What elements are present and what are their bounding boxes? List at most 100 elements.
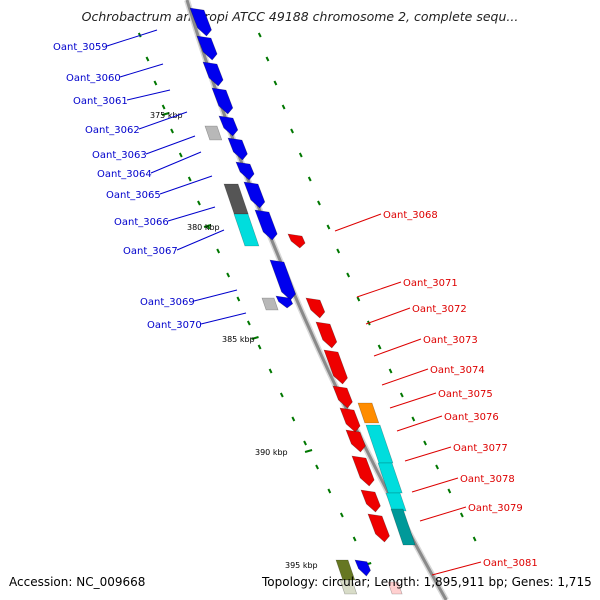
kbp-tick-label: 380 kbp xyxy=(187,223,220,232)
feature-block[interactable] xyxy=(335,559,356,581)
label-connector xyxy=(389,392,437,409)
gene-label-forward[interactable]: Oant_3063 xyxy=(92,150,147,161)
tick-mark xyxy=(281,104,286,110)
forward-gene-arrow[interactable] xyxy=(189,7,212,37)
tick-mark xyxy=(236,296,241,302)
tick-mark xyxy=(315,464,319,470)
reverse-gene-arrow[interactable] xyxy=(339,407,361,433)
forward-gene-arrow[interactable] xyxy=(196,35,218,61)
label-connector xyxy=(167,206,216,222)
feature-block[interactable] xyxy=(387,581,403,595)
major-tick-mark xyxy=(161,112,170,116)
tick-mark xyxy=(339,512,344,518)
tick-mark xyxy=(459,512,464,518)
gene-label-reverse[interactable]: Oant_3068 xyxy=(383,210,438,221)
tick-mark xyxy=(298,152,303,158)
feature-block[interactable] xyxy=(385,492,407,512)
gene-label-forward[interactable]: Oant_3060 xyxy=(66,73,121,84)
forward-gene-arrow[interactable] xyxy=(354,559,371,577)
gene-label-reverse[interactable]: Oant_3081 xyxy=(483,558,538,569)
feature-block[interactable] xyxy=(357,402,380,424)
tick-mark xyxy=(273,80,278,86)
reverse-gene-arrow[interactable] xyxy=(323,349,348,385)
label-connector xyxy=(411,477,459,493)
reverse-gene-arrow[interactable] xyxy=(287,233,306,249)
major-tick-mark xyxy=(304,449,313,453)
label-connector xyxy=(126,89,171,101)
gene-label-reverse[interactable]: Oant_3072 xyxy=(412,304,467,315)
tick-mark xyxy=(317,200,321,206)
gene-label-forward[interactable]: Oant_3062 xyxy=(85,125,140,136)
tick-mark xyxy=(187,176,192,182)
gene-label-forward[interactable]: Oant_3064 xyxy=(97,169,152,180)
gene-label-reverse[interactable]: Oant_3075 xyxy=(438,389,493,400)
gene-label-reverse[interactable]: Oant_3071 xyxy=(403,278,458,289)
forward-gene-arrow[interactable] xyxy=(235,161,255,181)
feature-block[interactable] xyxy=(377,462,403,494)
feature-block[interactable] xyxy=(233,213,260,247)
gene-label-forward[interactable]: Oant_3067 xyxy=(123,246,178,257)
forward-gene-arrow[interactable] xyxy=(211,87,234,115)
tick-mark xyxy=(399,392,404,398)
tick-mark xyxy=(303,440,307,446)
gene-label-forward[interactable]: Oant_3070 xyxy=(147,320,202,331)
feature-block[interactable] xyxy=(365,424,394,464)
tick-mark xyxy=(291,416,296,422)
feature-block[interactable] xyxy=(223,183,249,215)
reverse-gene-arrow[interactable] xyxy=(305,297,326,319)
tick-mark xyxy=(178,152,183,158)
label-connector xyxy=(145,135,196,155)
forward-gene-arrow[interactable] xyxy=(254,209,278,241)
forward-gene-arrow[interactable] xyxy=(218,115,239,137)
label-connector xyxy=(365,307,411,325)
label-connector xyxy=(396,415,443,432)
gene-label-reverse[interactable]: Oant_3074 xyxy=(430,365,485,376)
feature-block[interactable] xyxy=(339,579,358,595)
gene-label-forward[interactable]: Oant_3069 xyxy=(140,297,195,308)
reverse-gene-arrow[interactable] xyxy=(367,513,390,543)
label-connector xyxy=(200,312,247,325)
tick-mark xyxy=(447,488,452,494)
label-connector xyxy=(373,338,422,357)
feature-block[interactable] xyxy=(390,508,416,546)
gene-label-reverse[interactable]: Oant_3078 xyxy=(460,474,515,485)
tick-mark xyxy=(307,176,312,182)
gene-label-reverse[interactable]: Oant_3077 xyxy=(453,443,508,454)
topology-label: Topology: xyxy=(262,575,319,589)
length-value: 1,895,911 bp xyxy=(423,575,504,589)
genome-stats: Topology: circular; Length: 1,895,911 bp… xyxy=(262,575,592,589)
tick-mark xyxy=(326,224,331,230)
forward-gene-arrow[interactable] xyxy=(275,295,294,309)
tick-mark xyxy=(216,248,221,254)
tick-mark xyxy=(435,464,439,470)
forward-gene-arrow[interactable] xyxy=(269,259,296,301)
tick-mark xyxy=(170,128,174,134)
label-connector xyxy=(176,229,225,251)
tick-mark xyxy=(352,536,357,542)
reverse-gene-arrow[interactable] xyxy=(315,321,338,349)
tick-mark xyxy=(290,128,294,134)
gene-label-forward[interactable]: Oant_3059 xyxy=(53,42,108,53)
label-connector xyxy=(419,506,467,522)
gene-label-forward[interactable]: Oant_3061 xyxy=(73,96,128,107)
gene-label-forward[interactable]: Oant_3065 xyxy=(106,190,161,201)
reverse-gene-arrow[interactable] xyxy=(360,489,381,513)
major-tick-mark xyxy=(203,224,212,228)
gene-label-reverse[interactable]: Oant_3079 xyxy=(468,503,523,514)
gene-label-reverse[interactable]: Oant_3076 xyxy=(444,412,499,423)
pseudogene-block[interactable] xyxy=(204,125,223,141)
tick-mark xyxy=(336,248,341,254)
forward-gene-arrow[interactable] xyxy=(202,61,224,87)
forward-gene-arrow[interactable] xyxy=(243,181,266,209)
gene-label-reverse[interactable]: Oant_3073 xyxy=(423,335,478,346)
reverse-gene-arrow[interactable] xyxy=(351,455,375,487)
tick-mark xyxy=(472,536,477,542)
reverse-gene-arrow[interactable] xyxy=(345,429,366,453)
tick-mark xyxy=(411,416,416,422)
label-connector xyxy=(381,368,429,386)
reverse-gene-arrow[interactable] xyxy=(332,385,353,409)
forward-gene-arrow[interactable] xyxy=(227,137,248,161)
pseudogene-block[interactable] xyxy=(261,297,279,311)
gene-label-forward[interactable]: Oant_3066 xyxy=(114,217,169,228)
